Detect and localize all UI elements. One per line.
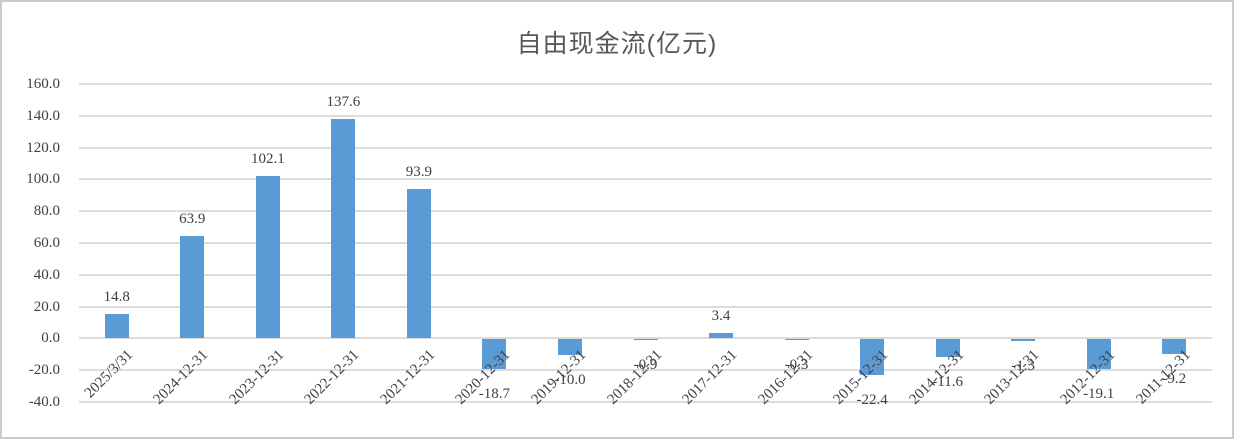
y-axis-tick-label: -20.0: [28, 362, 60, 379]
x-axis-category-label: 2024-12-31: [150, 347, 212, 408]
gridline: [79, 146, 1212, 149]
bar-value-label: -0.9: [633, 357, 658, 374]
bar: [709, 333, 734, 339]
bar: [935, 339, 960, 358]
x-axis-category-label: 2023-12-31: [226, 347, 288, 408]
bar-value-label: -0.3: [784, 357, 809, 374]
bar: [255, 176, 280, 339]
bar-value-label: 102.1: [250, 151, 285, 168]
x-axis-category-label: 2022-12-31: [301, 347, 363, 408]
y-axis-tick-label: 120.0: [26, 139, 60, 156]
bar-value-label: -22.4: [856, 392, 888, 409]
gridline: [79, 369, 1212, 372]
gridline: [79, 210, 1212, 213]
y-axis-tick-label: 80.0: [33, 203, 60, 220]
gridline: [79, 114, 1212, 117]
gridline: [79, 83, 1212, 85]
bar-value-label: -19.1: [1083, 386, 1115, 403]
bar: [180, 236, 205, 339]
y-axis-tick-label: 140.0: [26, 107, 60, 124]
bar: [104, 314, 129, 339]
bar-value-label: 137.6: [326, 94, 361, 111]
x-axis-category-label: 2016-12-31: [755, 347, 816, 408]
y-axis-tick-label: 40.0: [33, 266, 60, 283]
gridline: [79, 273, 1212, 276]
bar: [482, 339, 507, 370]
y-axis-tick-label: 100.0: [26, 171, 60, 188]
y-axis-tick-label: 0.0: [41, 330, 60, 347]
gridline: [79, 401, 1212, 403]
gridline: [79, 178, 1212, 181]
bar-value-label: -18.7: [478, 386, 511, 403]
x-axis-category-label: 2025/3/31: [81, 347, 137, 402]
bar-value-label: 3.4: [711, 308, 731, 325]
bar-value-label: 63.9: [179, 211, 206, 228]
bar-value-label: -11.6: [932, 374, 963, 391]
bar: [633, 339, 658, 341]
bar: [784, 339, 809, 341]
bar: [1162, 339, 1187, 355]
bar-value-label: -10.0: [554, 372, 586, 389]
bar-value-label: 14.8: [103, 289, 130, 306]
y-axis-tick-label: 160.0: [26, 76, 60, 92]
bar: [331, 119, 356, 339]
gridline: [79, 337, 1212, 340]
chart-title: 自由现金流(亿元): [516, 30, 718, 58]
bar: [860, 339, 885, 376]
bar-value-label: 93.9: [405, 164, 433, 181]
bar-value-label: -1.3: [1011, 358, 1036, 375]
bar-value-label: -9.2: [1162, 371, 1187, 388]
gridline: [79, 305, 1212, 308]
y-axis-tick-label: 20.0: [33, 298, 60, 315]
x-axis-category-label: 2021-12-31: [377, 347, 439, 408]
x-axis-category-label: 2017-12-31: [679, 347, 741, 408]
gridline: [79, 242, 1212, 244]
y-axis-tick-label: -40.0: [28, 394, 60, 410]
y-axis-tick-label: 60.0: [33, 235, 60, 251]
bar: [1086, 339, 1111, 370]
bar: [1011, 339, 1036, 342]
bar: [406, 189, 431, 339]
bar: [557, 339, 582, 356]
